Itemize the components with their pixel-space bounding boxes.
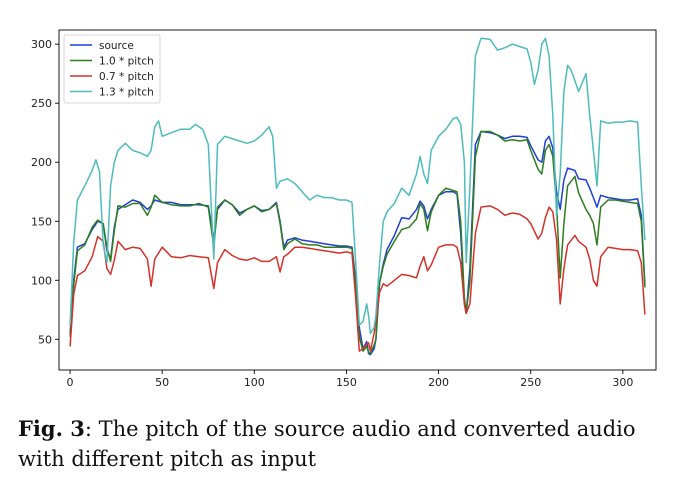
series-line-3	[69, 37, 646, 335]
legend-entry-2: 0.7 * pitch	[99, 71, 154, 83]
axis-ticks: 0 50 100 150 200 250 300 50 100 150 200 250 300	[31, 38, 633, 389]
y-tick-label: 100	[31, 274, 52, 287]
figure-caption: Fig. 3: The pitch of the source audio an…	[18, 414, 678, 474]
y-tick-label: 50	[38, 333, 52, 346]
y-tick-label: 200	[31, 156, 52, 169]
legend-box	[63, 34, 161, 104]
x-tick-label: 250	[520, 376, 541, 389]
series-line-2	[69, 205, 646, 352]
x-tick-label: 150	[336, 376, 357, 389]
y-tick-label: 300	[31, 38, 52, 51]
caption-text: : The pitch of the source audio and conv…	[18, 417, 636, 471]
legend-entry-1: 1.0 * pitch	[99, 56, 154, 68]
pitch-chart: 0 50 100 150 200 250 300 50 100 150 200 250 300 sour…	[31, 29, 657, 389]
y-tick-label: 250	[31, 97, 52, 110]
plot-frame	[58, 29, 657, 371]
pitch-line-chart: 0 50 100 150 200 250 300 50 100 150 200 250 300 sour…	[31, 29, 657, 389]
x-tick-label: 100	[244, 376, 265, 389]
legend-entry-0: source	[99, 40, 134, 52]
series-lines	[69, 37, 646, 356]
legend: source 1.0 * pitch 0.7 * pitch 1.3 * pitch	[63, 34, 161, 104]
legend-entry-3: 1.3 * pitch	[99, 87, 154, 99]
x-tick-label: 300	[612, 376, 633, 389]
x-tick-label: 0	[67, 376, 74, 389]
x-tick-label: 200	[428, 376, 449, 389]
caption-label: Fig. 3	[18, 416, 85, 441]
x-tick-label: 50	[155, 376, 169, 389]
y-tick-label: 150	[31, 215, 52, 228]
